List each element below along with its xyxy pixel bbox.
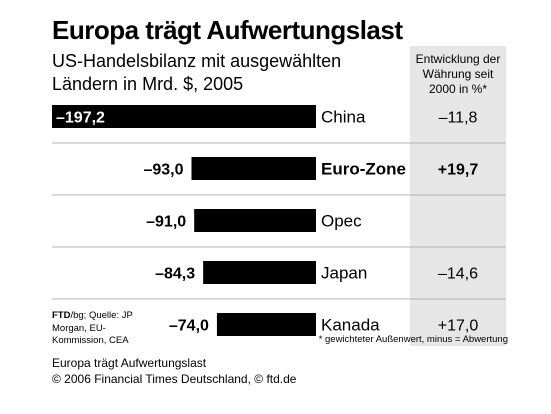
currency-change-value: –11,8	[439, 110, 478, 127]
caption: Europa trägt Aufwertungslast	[52, 356, 207, 370]
chart-title: Europa trägt Aufwertungslast	[52, 15, 403, 45]
bar-value-label: –91,0	[146, 214, 186, 231]
bar-value-label: –84,3	[155, 266, 195, 283]
category-label: Japan	[321, 264, 367, 283]
source-note: FTD/bg; Quelle: JP Morgan, EU-Kommission…	[52, 310, 137, 348]
bar-china	[52, 105, 316, 128]
chart-subtitle: US-Handelsbilanz mit ausgewählten Länder…	[52, 51, 342, 94]
source-ftd: FTD	[52, 310, 71, 321]
bar-value-label: –74,0	[169, 318, 209, 335]
category-label: Euro-Zone	[321, 160, 406, 179]
bar-euro-zone	[191, 157, 316, 180]
currency-change-value: –14,6	[438, 266, 478, 283]
bar-opec	[194, 209, 316, 232]
bar-value-label: –93,0	[143, 162, 183, 179]
currency-panel	[410, 46, 506, 346]
copyright: © 2006 Financial Times Deutschland, © ft…	[52, 372, 297, 386]
category-label: Kanada	[321, 316, 380, 335]
bar-kanada	[216, 313, 316, 336]
currency-column-header: Entwicklung der Währung seit 2000 in %*	[415, 52, 501, 96]
source-text: /bg; Quelle: JP Morgan, EU-Kommission, C…	[52, 310, 133, 346]
bar-value-label: –197,2	[56, 110, 105, 127]
category-label: China	[321, 108, 366, 127]
category-label: Opec	[321, 212, 362, 231]
footnote: * gewichteter Außenwert, minus = Abwertu…	[318, 334, 508, 345]
currency-change-value: +17,0	[438, 318, 479, 335]
currency-change-value: +19,7	[438, 162, 479, 179]
bar-japan	[203, 261, 316, 284]
